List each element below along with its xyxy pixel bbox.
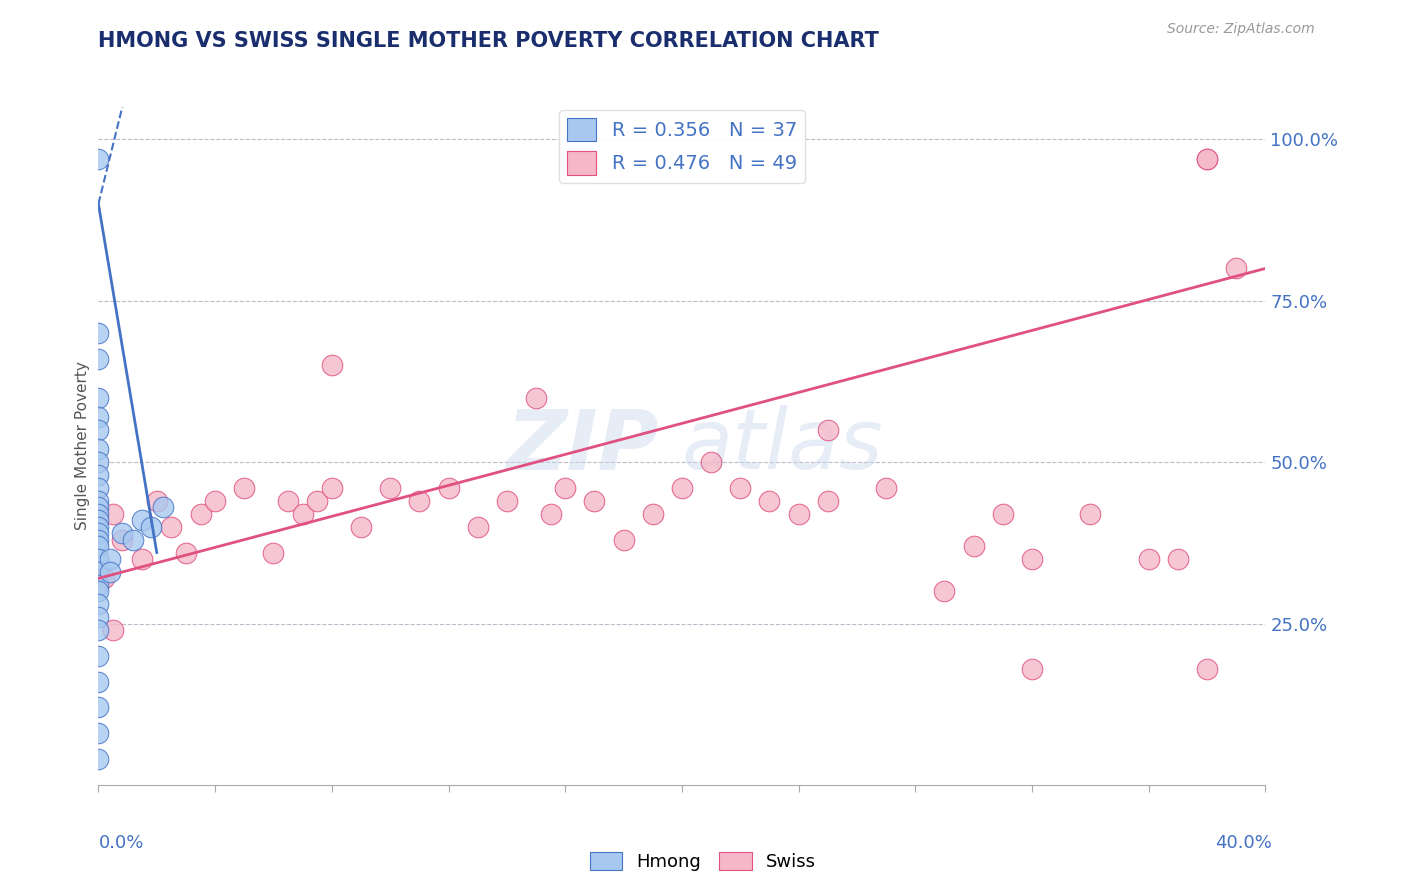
Point	[87, 752, 110, 766]
Point	[146, 494, 169, 508]
Point	[101, 623, 124, 637]
Text: Source: ZipAtlas.com: Source: ZipAtlas.com	[1167, 22, 1315, 37]
Point	[87, 726, 110, 740]
Text: HMONG VS SWISS SINGLE MOTHER POVERTY CORRELATION CHART: HMONG VS SWISS SINGLE MOTHER POVERTY COR…	[98, 31, 879, 51]
Point	[1195, 152, 1218, 166]
Text: 40.0%: 40.0%	[1216, 834, 1272, 852]
Text: atlas: atlas	[682, 406, 883, 486]
Legend: Hmong, Swiss: Hmong, Swiss	[582, 845, 824, 879]
Point	[1137, 552, 1160, 566]
Point	[87, 494, 110, 508]
Point	[87, 526, 110, 541]
Text: 0.0%: 0.0%	[98, 834, 143, 852]
Point	[87, 152, 110, 166]
Point	[524, 391, 547, 405]
Text: ZIP: ZIP	[506, 406, 658, 486]
Point	[817, 423, 839, 437]
Point	[111, 526, 134, 541]
Point	[540, 507, 562, 521]
Point	[111, 533, 134, 547]
Point	[87, 442, 110, 457]
Point	[262, 545, 284, 559]
Point	[87, 391, 110, 405]
Point	[87, 610, 110, 624]
Point	[1167, 552, 1189, 566]
Point	[87, 700, 110, 714]
Point	[87, 455, 110, 469]
Point	[671, 481, 693, 495]
Point	[139, 519, 162, 533]
Point	[87, 500, 110, 515]
Point	[875, 481, 897, 495]
Point	[93, 571, 115, 585]
Point	[87, 326, 110, 340]
Point	[87, 597, 110, 611]
Point	[291, 507, 314, 521]
Point	[277, 494, 299, 508]
Point	[787, 507, 810, 521]
Point	[122, 533, 145, 547]
Point	[758, 494, 780, 508]
Point	[174, 545, 197, 559]
Point	[728, 481, 751, 495]
Point	[87, 584, 110, 599]
Point	[87, 481, 110, 495]
Point	[87, 468, 110, 483]
Point	[1021, 662, 1043, 676]
Point	[190, 507, 212, 521]
Point	[98, 565, 121, 579]
Point	[87, 423, 110, 437]
Point	[87, 513, 110, 527]
Point	[962, 539, 984, 553]
Point	[554, 481, 576, 495]
Point	[131, 513, 153, 527]
Point	[87, 648, 110, 663]
Point	[87, 351, 110, 366]
Point	[87, 552, 110, 566]
Legend: R = 0.356   N = 37, R = 0.476   N = 49: R = 0.356 N = 37, R = 0.476 N = 49	[560, 110, 804, 183]
Point	[87, 533, 110, 547]
Point	[612, 533, 634, 547]
Point	[350, 519, 373, 533]
Point	[437, 481, 460, 495]
Point	[98, 552, 121, 566]
Point	[307, 494, 329, 508]
Point	[87, 565, 110, 579]
Point	[87, 578, 110, 592]
Point	[204, 494, 226, 508]
Point	[583, 494, 606, 508]
Point	[152, 500, 174, 515]
Point	[87, 409, 110, 424]
Point	[1021, 552, 1043, 566]
Point	[1225, 261, 1247, 276]
Point	[1080, 507, 1102, 521]
Point	[321, 481, 343, 495]
Point	[817, 494, 839, 508]
Point	[408, 494, 430, 508]
Point	[233, 481, 256, 495]
Point	[87, 507, 110, 521]
Point	[101, 507, 124, 521]
Point	[495, 494, 517, 508]
Point	[87, 623, 110, 637]
Point	[1195, 152, 1218, 166]
Point	[700, 455, 723, 469]
Point	[131, 552, 153, 566]
Point	[87, 539, 110, 553]
Point	[378, 481, 402, 495]
Point	[991, 507, 1014, 521]
Point	[87, 674, 110, 689]
Point	[160, 519, 183, 533]
Y-axis label: Single Mother Poverty: Single Mother Poverty	[75, 361, 90, 531]
Point	[87, 519, 110, 533]
Point	[1195, 662, 1218, 676]
Point	[321, 359, 343, 373]
Point	[641, 507, 664, 521]
Point	[467, 519, 489, 533]
Point	[934, 584, 956, 599]
